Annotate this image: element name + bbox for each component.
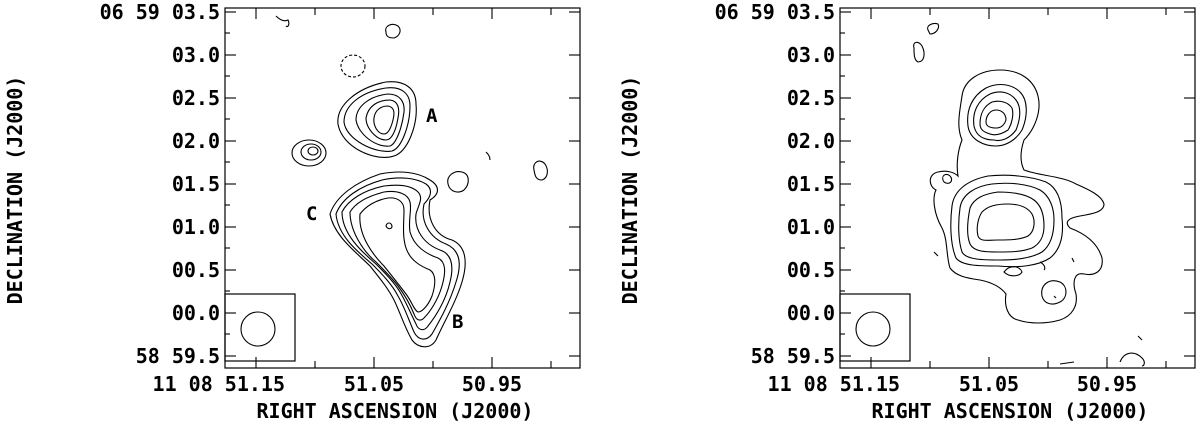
right-y-tick-marks bbox=[840, 11, 1195, 357]
right-ytick-4: 01.5 bbox=[787, 172, 835, 196]
left-source-a-contours bbox=[337, 81, 417, 158]
right-ytick-3: 02.0 bbox=[787, 129, 835, 153]
right-ytick-8: 58 59.5 bbox=[751, 344, 835, 368]
left-ytick-4: 01.5 bbox=[172, 172, 220, 196]
left-ytick-5: 01.0 bbox=[172, 215, 220, 239]
right-ylabel: DECLINATION (J2000) bbox=[618, 76, 642, 305]
left-ytick-3: 02.0 bbox=[172, 129, 220, 153]
right-xtick-1: 51.05 bbox=[959, 372, 1019, 396]
left-xtick-2: 50.95 bbox=[462, 372, 522, 396]
right-noise-contours bbox=[913, 22, 1145, 367]
right-ytick-0: 06 59 03.5 bbox=[715, 0, 835, 24]
left-ytick-8: 58 59.5 bbox=[136, 344, 220, 368]
right-plot-frame bbox=[839, 7, 1196, 369]
right-xtick-2: 50.95 bbox=[1077, 372, 1137, 396]
left-source-cb-contours bbox=[329, 171, 466, 348]
left-x-tick-marks bbox=[255, 8, 552, 368]
left-ylabel: DECLINATION (J2000) bbox=[3, 76, 27, 305]
left-y-tick-marks bbox=[225, 11, 580, 357]
left-panel: 06 59 03.5 03.0 02.5 02.0 01.5 01.0 00.5… bbox=[3, 0, 581, 423]
left-noise-contours bbox=[275, 15, 548, 193]
left-beam-box bbox=[224, 293, 296, 362]
right-xtick-0: 11 08 51.15 bbox=[768, 372, 900, 396]
left-ytick-6: 00.5 bbox=[172, 258, 220, 282]
right-ytick-7: 00.0 bbox=[787, 301, 835, 325]
left-ytick-2: 02.5 bbox=[172, 86, 220, 110]
left-small-source-contours bbox=[291, 139, 327, 167]
left-xtick-0: 11 08 51.15 bbox=[153, 372, 285, 396]
label-source-a: A bbox=[426, 105, 438, 127]
left-beam-ellipse bbox=[240, 311, 276, 347]
right-x-tick-marks bbox=[870, 8, 1167, 368]
left-xtick-1: 51.05 bbox=[344, 372, 404, 396]
right-ytick-1: 03.0 bbox=[787, 43, 835, 67]
right-ytick-5: 01.0 bbox=[787, 215, 835, 239]
label-source-b: B bbox=[452, 311, 463, 333]
left-xlabel: RIGHT ASCENSION (J2000) bbox=[257, 399, 534, 423]
left-plot-frame bbox=[224, 7, 581, 369]
right-ytick-6: 00.5 bbox=[787, 258, 835, 282]
right-panel: 06 59 03.5 03.0 02.5 02.0 01.5 01.0 00.5… bbox=[618, 0, 1196, 423]
left-ytick-0: 06 59 03.5 bbox=[100, 0, 220, 24]
left-ytick-7: 00.0 bbox=[172, 301, 220, 325]
right-xlabel: RIGHT ASCENSION (J2000) bbox=[872, 399, 1149, 423]
right-ytick-2: 02.5 bbox=[787, 86, 835, 110]
label-source-c: C bbox=[306, 203, 317, 225]
right-beam-box bbox=[839, 293, 911, 362]
right-beam-ellipse bbox=[855, 311, 891, 347]
left-ytick-1: 03.0 bbox=[172, 43, 220, 67]
right-source-contours bbox=[929, 69, 1105, 324]
